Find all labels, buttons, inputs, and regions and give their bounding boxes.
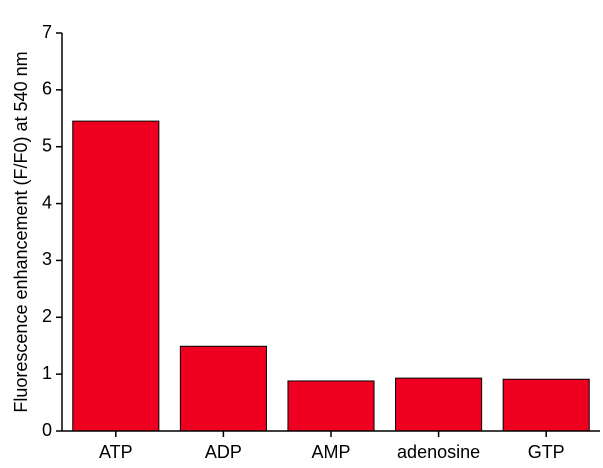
y-tick-label: 7 (42, 22, 52, 42)
x-tick-label: ADP (205, 442, 242, 462)
bar (72, 120, 160, 432)
bar (395, 377, 483, 432)
y-axis-label: Fluorescence enhancement (F/F0) at 540 n… (11, 51, 31, 412)
bar (287, 380, 375, 432)
y-tick-label: 0 (42, 420, 52, 440)
y-tick-label: 5 (42, 135, 52, 155)
bar (502, 378, 590, 432)
x-tick-label: AMP (311, 442, 350, 462)
y-tick-label: 3 (42, 249, 52, 269)
y-tick-label: 2 (42, 306, 52, 326)
x-tick-label: adenosine (397, 442, 480, 462)
x-tick-label: ATP (99, 442, 133, 462)
y-tick-label: 4 (42, 192, 52, 212)
y-tick-label: 6 (42, 79, 52, 99)
x-tick-label: GTP (528, 442, 565, 462)
bar (179, 345, 267, 432)
y-tick-label: 1 (42, 363, 52, 383)
